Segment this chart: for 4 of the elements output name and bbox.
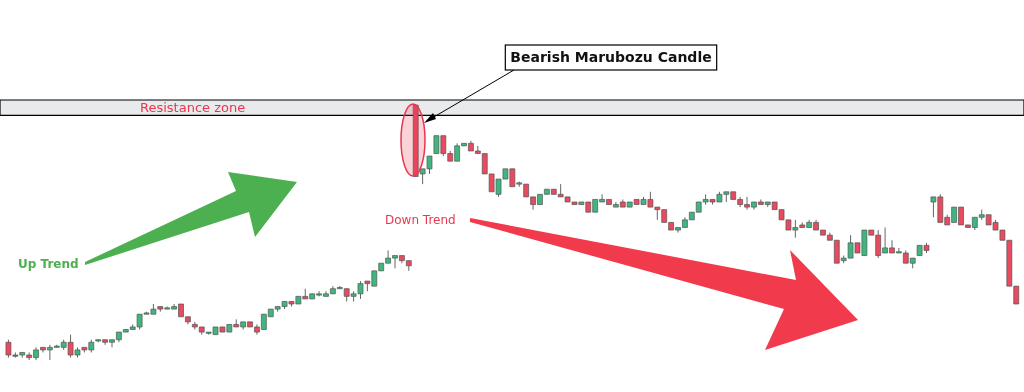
- annotation: Down Trend: [385, 213, 456, 227]
- band-label: Resistance zone: [140, 99, 246, 115]
- text: Bearish Marubozu Candle: [510, 49, 712, 65]
- annotation: Up Trend: [18, 257, 79, 271]
